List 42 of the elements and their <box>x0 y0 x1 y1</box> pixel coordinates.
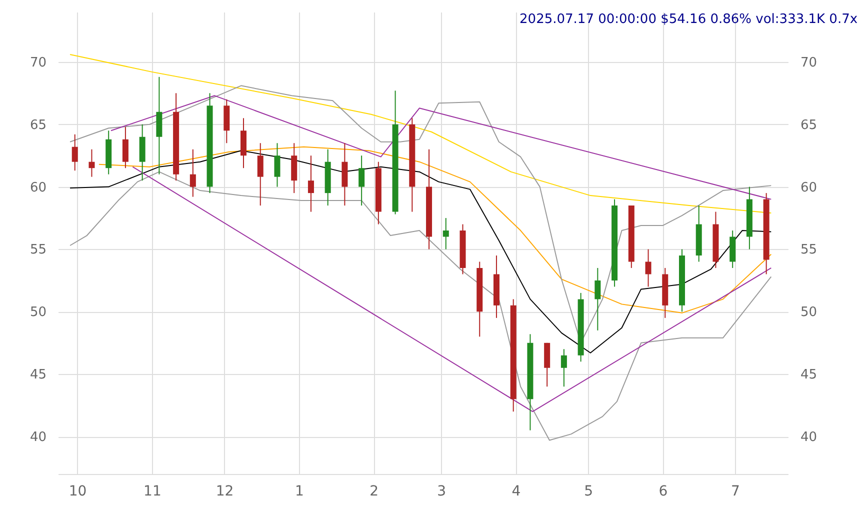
y-tick-label: 50 <box>30 305 46 320</box>
x-tick-label: 4 <box>512 484 521 500</box>
candlestick <box>442 218 449 250</box>
y2-tick-label: 45 <box>800 368 818 383</box>
candlestick <box>594 267 601 331</box>
x-tick-label: 12 <box>216 484 234 500</box>
x-tick-label: 11 <box>144 484 162 500</box>
candlestick <box>72 134 78 172</box>
candlestick <box>308 155 314 212</box>
candlestick <box>560 348 567 388</box>
line-series <box>110 95 772 200</box>
y2-tick-label: 70 <box>800 55 818 70</box>
candlestick <box>358 155 365 206</box>
line-series <box>70 150 772 354</box>
y2-tick-label: 50 <box>800 305 818 320</box>
y-tick-label: 45 <box>30 368 46 383</box>
x-tick-label: 1 <box>294 484 304 500</box>
x-tick-label: 2 <box>370 484 379 500</box>
candlestick <box>122 126 128 169</box>
y2-tick-label: 60 <box>800 180 818 196</box>
candlestick <box>88 148 95 178</box>
y2-tick-label: 65 <box>800 118 818 133</box>
y-tick-label: 55 <box>30 242 46 258</box>
chart-title: 2025.07.17 00:00:00 $54.16 0.86% vol:333.1K 0.7x <box>520 12 858 27</box>
y-tick-label: 60 <box>30 180 46 196</box>
y2-tick-label: 40 <box>800 430 818 446</box>
y-tick-label: 70 <box>30 55 46 70</box>
x-tick-label: 7 <box>731 484 740 500</box>
line-series <box>70 171 772 441</box>
line-series <box>70 54 772 214</box>
y2-tick-label: 55 <box>800 242 818 258</box>
candlestick <box>190 148 196 198</box>
x-tick-label: 3 <box>437 484 446 500</box>
x-tick-label: 6 <box>658 484 668 500</box>
x-tick-label: 5 <box>584 484 593 500</box>
y-tick-label: 65 <box>30 118 46 133</box>
x-tick-label: 10 <box>68 484 87 500</box>
candlestick <box>645 248 652 288</box>
y-tick-label: 40 <box>30 430 46 446</box>
candlestick <box>257 142 264 206</box>
line-series <box>98 146 772 314</box>
candlestick <box>274 142 280 188</box>
